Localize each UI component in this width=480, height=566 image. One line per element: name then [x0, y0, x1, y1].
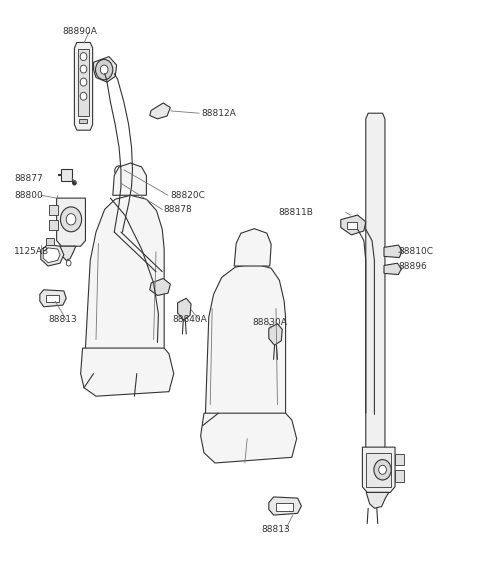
Text: 88810C: 88810C [398, 247, 433, 256]
Circle shape [60, 207, 82, 232]
Polygon shape [341, 215, 366, 235]
Polygon shape [58, 169, 72, 181]
Text: 88800: 88800 [14, 191, 43, 200]
Circle shape [100, 65, 108, 74]
Circle shape [66, 214, 76, 225]
Bar [395, 470, 404, 482]
Polygon shape [74, 42, 93, 130]
Polygon shape [269, 324, 282, 345]
Text: 88878: 88878 [163, 205, 192, 214]
Polygon shape [41, 245, 64, 266]
Text: 1125AB: 1125AB [14, 247, 49, 256]
Polygon shape [384, 263, 401, 275]
Circle shape [66, 260, 71, 266]
Circle shape [115, 166, 123, 176]
Polygon shape [59, 246, 76, 260]
Text: 88890A: 88890A [62, 27, 97, 36]
Polygon shape [362, 447, 395, 492]
Circle shape [379, 465, 386, 474]
Circle shape [80, 53, 87, 61]
Text: 88813: 88813 [262, 525, 290, 534]
Text: 88896: 88896 [398, 261, 427, 271]
Polygon shape [205, 264, 286, 422]
Polygon shape [85, 195, 164, 354]
Polygon shape [366, 492, 389, 508]
Bar [395, 454, 404, 465]
Polygon shape [78, 49, 89, 116]
Polygon shape [150, 103, 170, 119]
Text: 88830A: 88830A [252, 318, 287, 327]
Polygon shape [384, 245, 402, 258]
Text: 88877: 88877 [14, 174, 43, 183]
Polygon shape [366, 113, 385, 453]
Polygon shape [234, 229, 271, 266]
Bar [276, 503, 293, 511]
Circle shape [374, 460, 391, 480]
Circle shape [72, 181, 76, 185]
Circle shape [80, 78, 87, 86]
Bar [46, 238, 54, 245]
Text: 88813: 88813 [48, 315, 77, 324]
Bar [49, 220, 58, 230]
Polygon shape [94, 57, 117, 82]
Bar [347, 222, 357, 229]
Polygon shape [57, 198, 85, 246]
Text: 88811B: 88811B [278, 208, 313, 217]
Polygon shape [43, 248, 60, 263]
Text: 88812A: 88812A [202, 109, 236, 118]
Bar [49, 205, 58, 215]
Circle shape [80, 65, 87, 73]
Bar [79, 119, 87, 123]
Polygon shape [178, 298, 191, 320]
Polygon shape [81, 348, 174, 396]
Polygon shape [40, 290, 66, 307]
Bar [46, 295, 59, 302]
Polygon shape [113, 163, 146, 195]
Text: 88820C: 88820C [170, 191, 205, 200]
Polygon shape [269, 497, 301, 515]
Text: 88840A: 88840A [173, 315, 207, 324]
Circle shape [118, 181, 123, 186]
Circle shape [96, 59, 113, 80]
Polygon shape [201, 413, 297, 463]
Polygon shape [150, 278, 170, 295]
Bar [366, 453, 391, 487]
Circle shape [80, 92, 87, 100]
